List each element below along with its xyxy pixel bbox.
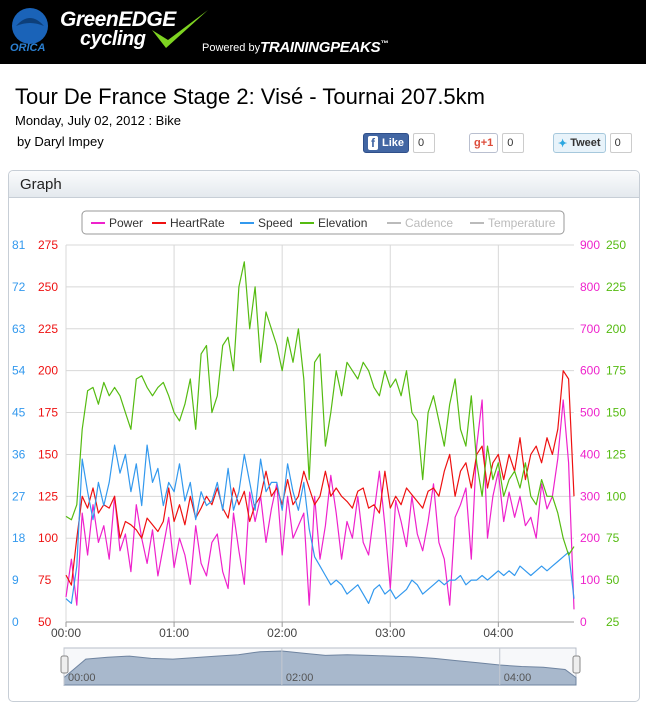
x-tick-label: 00:00 [51,626,81,640]
speed-tick-label: 45 [12,406,26,420]
series-line-elevation [65,261,575,556]
speed-tick-label: 0 [12,615,19,629]
facebook-like-widget: f Like 0 [363,133,436,153]
speed-tick-label: 9 [12,573,19,587]
legend-item-cadence[interactable]: Cadence [405,216,453,230]
speed-tick-label: 36 [12,447,26,461]
sponsor-logo-text: ORICA [10,42,46,54]
power-tick-label: 800 [580,280,600,294]
facebook-like-button[interactable]: f Like [363,133,410,153]
elevation-tick-label: 50 [606,573,620,587]
tweet-widget: ✦ Tweet 0 [553,133,632,153]
elevation-tick-label: 25 [606,615,620,629]
like-count: 0 [413,133,436,153]
x-tick-label: 01:00 [159,626,189,640]
series-line-speed [65,444,575,605]
heartrate-tick-label: 275 [38,238,58,252]
legend-item-heartrate[interactable]: HeartRate [170,216,225,230]
elevation-tick-label: 250 [606,238,626,252]
orica-logo-icon [12,8,48,44]
elevation-tick-label: 75 [606,531,620,545]
navigator-series-area [63,650,577,686]
speed-tick-label: 54 [12,364,26,378]
workout-date: Monday, July 02, 2012 : Bike [15,113,181,128]
facebook-icon: f [368,136,378,150]
heartrate-tick-label: 75 [38,573,52,587]
series-line-power [65,399,575,610]
heartrate-tick-label: 150 [38,447,58,461]
graph-panel: Graph [8,170,640,702]
chart-legend [81,210,565,235]
google-plus-icon: g [474,137,481,149]
google-plus-button[interactable]: g +1 [469,133,499,153]
page-title: Tour De France Stage 2: Visé - Tournai 2… [15,84,485,109]
navigator-tick-label: 02:00 [286,672,314,684]
heartrate-tick-label: 125 [38,489,58,503]
elevation-tick-label: 175 [606,364,626,378]
graph-panel-header: Graph [9,171,639,198]
trainingpeaks-logo: TRAININGPEAKS™ [260,39,388,56]
author-line: by Daryl Impey [17,134,104,149]
power-tick-label: 0 [580,615,587,629]
power-tick-label: 400 [580,447,600,461]
navigator-handle-right[interactable] [572,655,581,674]
elevation-tick-label: 100 [606,489,626,503]
power-tick-label: 900 [580,238,600,252]
power-tick-label: 200 [580,531,600,545]
power-tick-label: 700 [580,322,600,336]
twitter-icon: ✦ [558,137,568,150]
heartrate-tick-label: 250 [38,280,58,294]
navigator-handle-left[interactable] [60,655,69,674]
x-tick-label: 03:00 [375,626,405,640]
power-tick-label: 600 [580,364,600,378]
site-header: ORICA GreenEDGE cycling Powered by TRAIN… [0,0,646,64]
navigator-tick-label: 00:00 [68,672,96,684]
x-tick-label: 02:00 [267,626,297,640]
speed-tick-label: 81 [12,238,26,252]
legend-item-elevation[interactable]: Elevation [318,216,367,230]
tweet-count: 0 [609,133,632,153]
speed-tick-label: 63 [12,322,26,336]
power-tick-label: 300 [580,489,600,503]
powered-by-label: Powered by [202,42,261,54]
x-tick-label: 04:00 [483,626,513,640]
elevation-tick-label: 200 [606,322,626,336]
legend-item-power[interactable]: Power [109,216,143,230]
series-line-heartrate [65,370,575,586]
power-tick-label: 500 [580,406,600,420]
graph-panel-title: Graph [20,176,62,193]
navigator-tick-label: 04:00 [504,672,532,684]
google-plus-widget: g +1 0 [469,133,525,153]
legend-item-temperature[interactable]: Temperature [488,216,556,230]
brand-name: GreenEDGE [60,8,176,31]
speed-tick-label: 18 [12,531,26,545]
speed-tick-label: 27 [12,489,26,503]
heartrate-tick-label: 200 [38,364,58,378]
heartrate-tick-label: 50 [38,615,52,629]
elevation-tick-label: 225 [606,280,626,294]
heartrate-tick-label: 225 [38,322,58,336]
power-tick-label: 100 [580,573,600,587]
brand-subtitle: cycling [80,28,146,50]
elevation-tick-label: 125 [606,447,626,461]
heartrate-tick-label: 100 [38,531,58,545]
tweet-button[interactable]: ✦ Tweet [553,133,606,153]
heartrate-tick-label: 175 [38,406,58,420]
legend-item-speed[interactable]: Speed [258,216,293,230]
speed-tick-label: 72 [12,280,26,294]
plus-count: 0 [502,133,525,153]
elevation-tick-label: 150 [606,406,626,420]
